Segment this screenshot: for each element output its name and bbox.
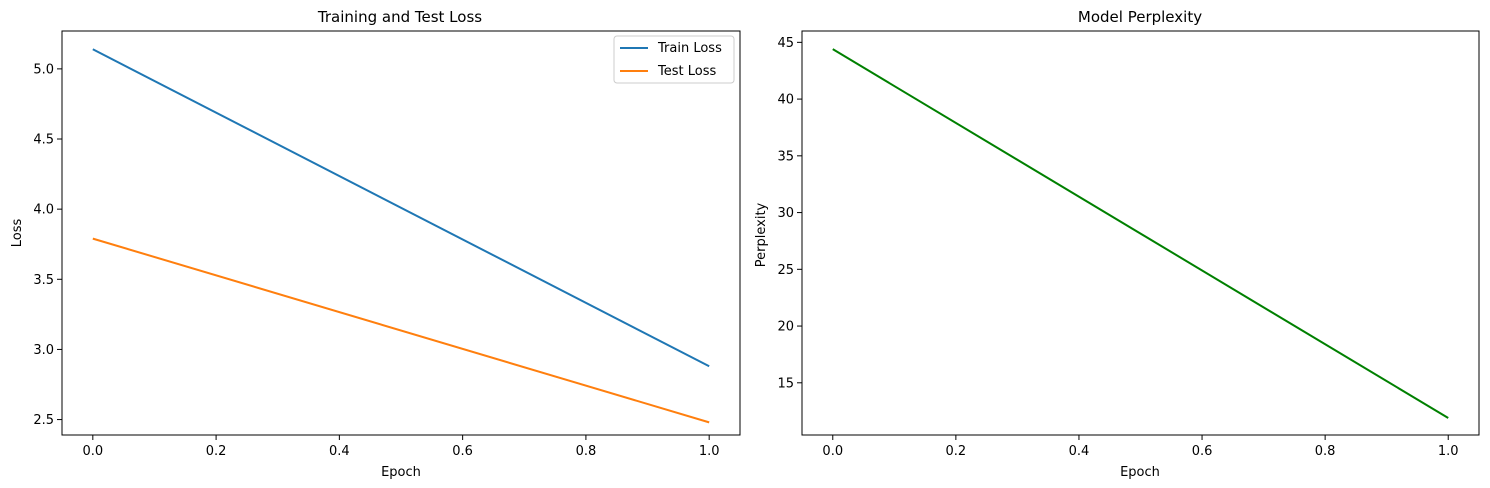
perplexity-chart-plot-area: 0.0 0.2 0.4 0.6 0.8 1.0 15 20 25 30 35 40 45 — [777, 36, 1458, 459]
loss-chart-x-tick-label: 0.6 — [452, 444, 473, 459]
legend-label-test-loss: Test Loss — [657, 64, 716, 79]
loss-chart-y-tick-label: 5.0 — [33, 62, 54, 77]
perplexity-chart-y-tick-label: 40 — [777, 93, 794, 108]
perplexity-chart-axes-frame — [801, 30, 1480, 436]
perplexity-chart-x-tick-label: 1.0 — [1438, 444, 1459, 459]
perplexity-chart-x-tick-label: 0.2 — [946, 444, 967, 459]
perplexity-chart-y-axis-label: Perplexity — [754, 202, 769, 267]
perplexity-chart-y-tick-label: 30 — [777, 206, 794, 221]
loss-chart-x-axis-label: Epoch — [381, 465, 421, 480]
loss-chart-y-tick-label: 4.0 — [33, 203, 54, 218]
loss-chart-x-tick-label: 0.8 — [576, 444, 597, 459]
loss-chart-y-tick-label: 3.0 — [33, 343, 54, 358]
loss-chart-line-train-loss — [92, 48, 710, 368]
loss-chart-plot-area: 0.0 0.2 0.4 0.6 0.8 1.0 2.5 3.0 3.5 4.0 4.5 5.0 — [33, 48, 720, 459]
perplexity-chart-title: Model Perplexity — [1078, 8, 1202, 26]
loss-chart-y-axis-label: Loss — [10, 219, 25, 248]
loss-chart-line-test-loss — [92, 237, 710, 424]
perplexity-chart-x-tick-label: 0.8 — [1315, 444, 1336, 459]
loss-chart-x-tick-label: 0.0 — [82, 444, 103, 459]
perplexity-chart-y-tick-label: 25 — [777, 263, 794, 278]
perplexity-chart-y-tick-label: 15 — [777, 376, 794, 391]
loss-chart-y-tick-label: 4.5 — [33, 133, 54, 148]
perplexity-chart-x-tick-label: 0.6 — [1192, 444, 1213, 459]
perplexity-chart-x-axis-label: Epoch — [1120, 465, 1160, 480]
perplexity-chart: Model Perplexity 0.0 0.2 0.4 0.6 0.8 1.0 15 20 2… — [754, 8, 1480, 480]
loss-chart-y-tick-label: 2.5 — [33, 413, 54, 428]
loss-chart-x-tick-label: 0.2 — [206, 444, 227, 459]
perplexity-chart-x-tick-label: 0.4 — [1069, 444, 1090, 459]
loss-chart: Training and Test Loss 0.0 0.2 0.4 0.6 0.8 1.… — [10, 8, 741, 480]
loss-chart-title: Training and Test Loss — [317, 8, 482, 26]
perplexity-chart-y-tick-label: 45 — [777, 36, 794, 51]
loss-chart-legend: Train Loss Test Loss — [613, 35, 735, 84]
legend-label-train-loss: Train Loss — [657, 41, 722, 56]
loss-chart-x-tick-label: 1.0 — [699, 444, 720, 459]
loss-chart-axes-frame — [61, 30, 741, 436]
perplexity-chart-x-tick-label: 0.0 — [822, 444, 843, 459]
loss-chart-y-tick-label: 3.5 — [33, 273, 54, 288]
perplexity-chart-y-tick-label: 35 — [777, 149, 794, 164]
perplexity-chart-line-series-0 — [832, 48, 1449, 419]
loss-chart-x-tick-label: 0.4 — [329, 444, 350, 459]
perplexity-chart-y-tick-label: 20 — [777, 320, 794, 335]
